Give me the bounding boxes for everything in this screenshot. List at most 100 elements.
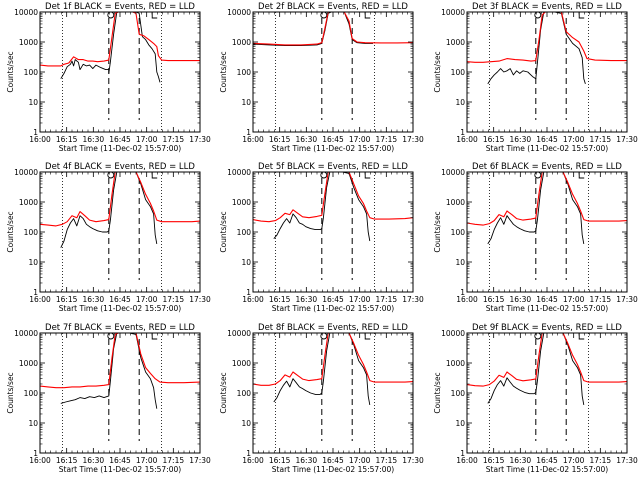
marker-c-icon [364, 332, 371, 340]
x-tick-label: 17:15 [590, 295, 612, 304]
y-tick-label: 1000 [446, 38, 465, 47]
x-tick-label: 16:45 [536, 135, 558, 144]
y-axis-label: Counts/sec [219, 51, 228, 92]
x-tick-label: 17:00 [563, 135, 585, 144]
marker-c-icon [151, 171, 158, 179]
marker-o-icon [534, 11, 542, 19]
x-tick-label: 16:00 [242, 295, 264, 304]
x-tick-label: 17:00 [136, 295, 158, 304]
x-tick-label: 17:15 [376, 295, 398, 304]
x-tick-label: 16:45 [322, 135, 344, 144]
chart-panel-8: Det 8f BLACK = Events, RED = LLD 1 10 100 10… [219, 323, 424, 474]
x-tick-label: 17:00 [349, 295, 371, 304]
x-tick-label: 17:00 [136, 135, 158, 144]
marker-c-icon [151, 11, 158, 19]
y-tick-label: 100 [237, 389, 252, 398]
marker-c-icon [578, 332, 585, 340]
x-tick-label: 17:30 [402, 456, 424, 465]
x-tick-label: 16:45 [536, 456, 558, 465]
y-tick-label: 1000 [19, 359, 38, 368]
x-axis-label: Start Time (11-Dec-02 15:57:00) [272, 304, 394, 313]
x-tick-label: 16:00 [456, 135, 478, 144]
chart-title: Det 3f BLACK = Events, RED = LLD [472, 2, 622, 12]
chart-title: Det 6f BLACK = Events, RED = LLD [472, 162, 622, 172]
series-line-events [60, 333, 158, 409]
x-tick-label: 17:30 [189, 456, 211, 465]
y-tick-label: 1 [33, 288, 38, 297]
chart-title: Det 1f BLACK = Events, RED = LLD [45, 2, 195, 12]
marker-o-icon [107, 171, 115, 179]
marker-c-icon [578, 171, 585, 179]
y-tick-label: 1000 [19, 198, 38, 207]
y-tick-label: 10000 [14, 329, 38, 338]
y-tick-label: 10000 [441, 168, 465, 177]
chart-title: Det 5f BLACK = Events, RED = LLD [258, 162, 408, 172]
x-tick-label: 16:15 [269, 456, 291, 465]
plot-frame [39, 171, 201, 293]
y-tick-label: 1 [33, 128, 38, 137]
y-tick-label: 1 [460, 449, 465, 458]
x-tick-label: 16:15 [56, 295, 78, 304]
marker-c-icon [151, 332, 158, 340]
marker-c-icon [578, 11, 585, 19]
chart-panel-7: Det 7f BLACK = Events, RED = LLD 1 10 100 10… [6, 323, 211, 474]
x-tick-label: 16:15 [269, 135, 291, 144]
y-tick-label: 100 [24, 228, 39, 237]
marker-o-icon [320, 171, 328, 179]
y-tick-label: 1000 [446, 359, 465, 368]
y-tick-label: 1000 [446, 198, 465, 207]
x-tick-label: 17:30 [189, 295, 211, 304]
x-tick-label: 17:30 [616, 456, 638, 465]
plot-frame [466, 332, 628, 454]
plot-frame [466, 11, 628, 133]
x-axis-label: Start Time (11-Dec-02 15:57:00) [486, 465, 608, 474]
x-tick-label: 16:30 [296, 456, 318, 465]
chart-panel-6: Det 6f BLACK = Events, RED = LLD 1 10 100 10… [433, 162, 638, 313]
series-line-events [487, 12, 586, 85]
series-line-lld [467, 12, 627, 63]
y-tick-label: 100 [24, 68, 39, 77]
x-axis-label: Start Time (11-Dec-02 15:57:00) [59, 465, 181, 474]
marker-o-icon [534, 332, 542, 340]
y-tick-label: 10 [28, 98, 38, 107]
series-line-events [273, 333, 371, 405]
y-tick-label: 10000 [14, 8, 38, 17]
y-tick-label: 1 [246, 128, 251, 137]
y-tick-label: 1000 [19, 38, 38, 47]
x-tick-label: 16:15 [483, 456, 505, 465]
x-tick-label: 16:00 [29, 295, 51, 304]
chart-panel-5: Det 5f BLACK = Events, RED = LLD 1 10 100 10… [219, 162, 424, 313]
chart-panel-3: Det 3f BLACK = Events, RED = LLD 1 10 100 10… [433, 2, 638, 153]
x-tick-label: 16:30 [83, 135, 105, 144]
plot-frame [466, 171, 628, 293]
x-tick-label: 16:00 [29, 456, 51, 465]
series-line-lld [253, 333, 413, 386]
y-axis-label: Counts/sec [6, 51, 15, 92]
x-tick-label: 16:45 [109, 295, 131, 304]
x-tick-label: 17:15 [163, 135, 185, 144]
series-line-events [253, 12, 373, 47]
marker-c-icon [364, 11, 371, 19]
y-tick-label: 10 [455, 258, 465, 267]
y-tick-label: 10 [241, 258, 251, 267]
y-tick-label: 1 [460, 128, 465, 137]
y-tick-label: 10 [241, 98, 251, 107]
marker-o-icon [107, 332, 115, 340]
series-line-lld [253, 172, 413, 223]
x-tick-label: 16:15 [56, 456, 78, 465]
x-axis-label: Start Time (11-Dec-02 15:57:00) [486, 144, 608, 153]
x-tick-label: 16:00 [29, 135, 51, 144]
x-tick-label: 17:30 [616, 135, 638, 144]
x-tick-label: 17:00 [349, 135, 371, 144]
y-tick-label: 10000 [227, 8, 251, 17]
series-line-lld [40, 333, 200, 389]
x-tick-label: 16:00 [242, 456, 264, 465]
chart-panel-1: Det 1f BLACK = Events, RED = LLD 1 10 100 10… [6, 2, 211, 153]
plot-frame [39, 332, 201, 454]
marker-o-icon [320, 332, 328, 340]
x-tick-label: 17:15 [376, 135, 398, 144]
y-axis-label: Counts/sec [219, 211, 228, 252]
plot-frame [252, 11, 414, 133]
y-axis-label: Counts/sec [6, 372, 15, 413]
